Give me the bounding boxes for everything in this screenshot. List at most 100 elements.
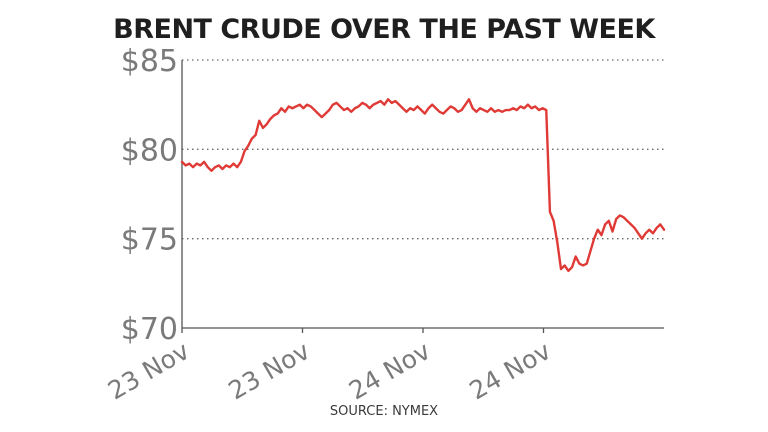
data-point (423, 112, 426, 115)
data-point (615, 218, 618, 220)
data-point (409, 107, 412, 110)
data-point (317, 112, 320, 115)
series-line (180, 98, 666, 273)
data-point (633, 227, 636, 229)
data-point (530, 107, 533, 110)
data-point (571, 266, 573, 269)
data-point (376, 101, 378, 104)
data-point (490, 107, 492, 110)
data-point (526, 103, 529, 106)
data-point (479, 107, 481, 110)
data-point (284, 110, 286, 113)
data-point (438, 110, 441, 113)
data-point (457, 110, 459, 113)
data-point (401, 107, 404, 110)
data-point (309, 105, 312, 108)
data-point (556, 241, 559, 244)
data-point (365, 103, 367, 106)
data-point (534, 105, 537, 108)
data-point (563, 264, 566, 267)
data-point (453, 107, 456, 110)
data-point (468, 98, 470, 101)
data-point (648, 228, 651, 231)
data-point (280, 107, 283, 110)
data-point (574, 255, 577, 258)
data-point (659, 223, 662, 226)
data-point (652, 232, 654, 235)
data-point (655, 227, 658, 229)
data-point (320, 116, 323, 119)
data-point (342, 109, 345, 111)
data-point (339, 105, 342, 108)
data-point (228, 166, 231, 169)
data-point (578, 262, 581, 265)
data-point (549, 210, 551, 213)
data-point (210, 169, 213, 172)
y-tick-label: $75 (121, 223, 178, 258)
data-point (313, 109, 316, 111)
data-point (291, 107, 294, 110)
data-point (446, 109, 448, 111)
data-point (188, 162, 191, 165)
y-tick-label: $70 (121, 312, 178, 347)
data-point (637, 232, 640, 235)
data-point (243, 150, 246, 153)
y-axis-ticks: $85 $80 $75 $70 (121, 44, 178, 347)
x-tick-label: 24 Nov (465, 336, 556, 405)
data-point (232, 162, 235, 165)
data-point (221, 168, 224, 170)
data-point (181, 160, 183, 163)
data-point (475, 110, 478, 113)
data-point (515, 109, 518, 111)
data-point (582, 264, 584, 267)
data-point (618, 214, 621, 217)
data-point (585, 262, 588, 265)
data-point (607, 219, 610, 222)
data-point (405, 110, 408, 113)
data-point (552, 219, 555, 222)
data-point (394, 100, 397, 102)
data-point (247, 144, 250, 147)
data-point (361, 101, 364, 104)
data-point (611, 230, 614, 233)
data-point (354, 107, 356, 110)
axes (181, 60, 664, 329)
data-point (493, 110, 496, 113)
series-layer (180, 98, 666, 273)
data-point (262, 126, 264, 129)
data-point (331, 103, 334, 106)
data-point (206, 166, 209, 169)
data-point (387, 98, 389, 101)
data-point (460, 109, 463, 111)
data-point (431, 103, 434, 106)
data-point (192, 166, 194, 169)
data-point (199, 164, 202, 167)
data-point (203, 160, 205, 163)
data-point (644, 232, 647, 235)
data-point (239, 160, 242, 163)
data-point (541, 107, 544, 110)
data-point (328, 109, 331, 111)
x-tick-label: 24 Nov (344, 336, 435, 405)
data-point (589, 250, 592, 253)
data-point (368, 107, 371, 110)
data-point (251, 137, 253, 140)
y-tick-label: $80 (121, 133, 178, 168)
data-point (508, 109, 511, 111)
data-point (593, 237, 595, 240)
data-point (335, 101, 338, 104)
data-point (600, 234, 603, 236)
data-point (501, 110, 504, 113)
data-point (184, 164, 187, 167)
y-tick-label: $85 (121, 44, 178, 79)
source-note: SOURCE: NYMEX (329, 404, 439, 419)
data-point (379, 100, 382, 102)
data-point (350, 110, 353, 113)
data-point (383, 103, 386, 106)
data-point (324, 112, 327, 115)
data-point (663, 228, 665, 231)
data-point (486, 110, 489, 113)
data-point (596, 228, 599, 231)
data-point (545, 109, 548, 111)
